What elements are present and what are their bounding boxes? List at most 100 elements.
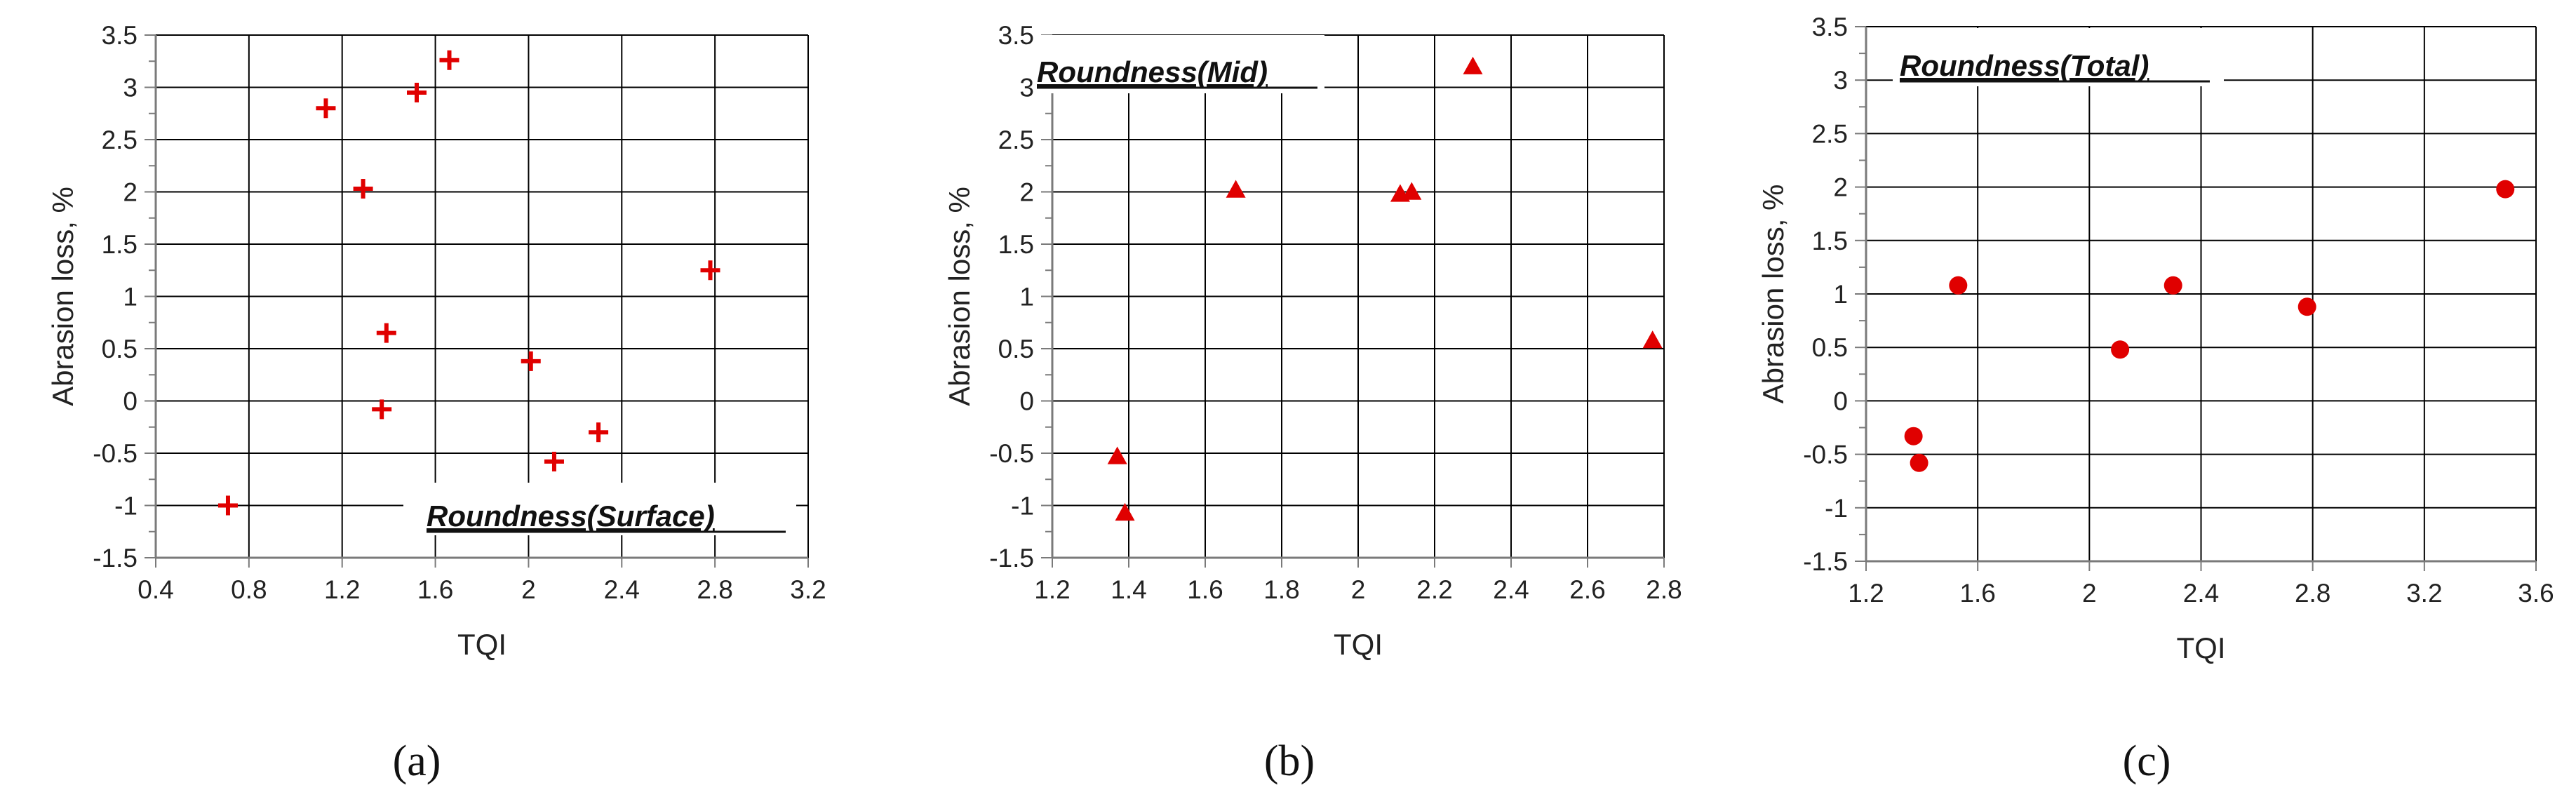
y-axis-title: Abrasion loss, % (46, 187, 79, 406)
legend-label: Roundness(Mid) (1037, 55, 1268, 88)
y-tick-label: 3 (123, 74, 137, 102)
y-tick-label: 2.5 (998, 126, 1034, 154)
y-tick-label: 2 (1833, 173, 1848, 202)
y-tick-label: 3.5 (1812, 13, 1848, 41)
x-tick-label: 3.2 (790, 575, 826, 604)
y-axis-title: Abrasion loss, % (1757, 185, 1790, 404)
panel-label: (b) (1264, 737, 1315, 785)
data-points (217, 50, 720, 516)
x-axis-title: TQI (457, 628, 507, 661)
y-tick-label: 0 (123, 387, 137, 416)
y-tick-label: 3 (1833, 66, 1848, 95)
grid (1866, 26, 2537, 561)
y-tick-label: 0.5 (102, 335, 137, 363)
data-points (1904, 180, 2515, 472)
circle-marker-2 (1949, 276, 1968, 295)
circle-marker-4 (2164, 276, 2182, 295)
x-tick-label: 1.2 (1034, 575, 1070, 604)
y-tick-label: 0.5 (1812, 333, 1848, 362)
plus-marker-0 (217, 495, 238, 516)
x-tick-label: 2.8 (1646, 575, 1682, 604)
grid (1052, 34, 1665, 558)
plus-marker-2 (353, 179, 373, 199)
x-tick-label: 1.2 (324, 575, 360, 604)
triangle-marker-5 (1463, 56, 1483, 74)
legend-background (1030, 35, 1324, 93)
x-tick-label: 2.2 (1416, 575, 1452, 604)
y-tick-label: -0.5 (1803, 441, 1848, 469)
x-tick-label: 2 (521, 575, 536, 604)
x-tick-label: 1.8 (1263, 575, 1299, 604)
y-tick-label: 0 (1833, 387, 1848, 415)
y-tick-label: -1.5 (1803, 547, 1848, 576)
x-tick-label: 0.4 (137, 575, 173, 604)
panel-label: (a) (393, 737, 441, 785)
x-tick-label: 1.2 (1848, 579, 1884, 608)
y-tick-label: 2.5 (102, 126, 137, 154)
y-tick-label: 1 (1833, 280, 1848, 309)
circle-marker-5 (2297, 297, 2316, 316)
y-tick-label: -1.5 (93, 544, 137, 572)
y-axis-title: Abrasion loss, % (943, 187, 976, 406)
y-tick-label: 3.5 (102, 21, 137, 50)
y-tick-label: 0.5 (998, 335, 1034, 363)
x-tick-label: 2.4 (2183, 579, 2219, 608)
triangle-marker-4 (1402, 182, 1422, 200)
y-tick-label: -0.5 (989, 439, 1034, 468)
plus-marker-5 (407, 82, 427, 102)
triangle-marker-0 (1107, 446, 1127, 464)
x-tick-label: 2.4 (604, 575, 640, 604)
x-tick-label: 2.4 (1493, 575, 1529, 604)
y-tick-label: 3 (1019, 74, 1034, 102)
y-tick-label: 3.5 (998, 21, 1034, 50)
plus-marker-10 (700, 260, 720, 281)
chart-panel-3: -1.5 -1 -0.5 0 0.5 1 1.5 2 2.5 3 3.5 1.2 1.6 2 2.4 2.8 3… (1757, 13, 2554, 785)
plus-marker-8 (544, 451, 564, 471)
circle-marker-3 (2111, 340, 2130, 359)
y-tick-label: 1.5 (1812, 227, 1848, 255)
y-tick-label: -1 (1011, 492, 1034, 521)
x-tick-label: 0.8 (231, 575, 267, 604)
x-axis-title: TQI (2177, 631, 2226, 664)
x-tick-label: 1.6 (1959, 579, 1995, 608)
x-tick-label: 1.6 (417, 575, 453, 604)
x-tick-label: 2.8 (697, 575, 732, 604)
y-tick-label: -1 (1825, 494, 1848, 523)
legend-label: Roundness(Surface) (427, 500, 715, 532)
x-tick-label: 3.6 (2518, 579, 2554, 608)
grid (156, 34, 809, 558)
y-tick-label: 1.5 (102, 230, 137, 259)
triangle-marker-1 (1115, 502, 1135, 521)
plus-marker-9 (589, 422, 609, 443)
circle-marker-6 (2496, 180, 2515, 199)
data-points (1107, 56, 1663, 521)
x-tick-label: 2.8 (2295, 579, 2330, 608)
chart-panel-2: -1.5 -1 -0.5 0 0.5 1 1.5 2 2.5 3 3.5 1.2 1.4 1.6 1.8 2 2… (943, 21, 1682, 785)
y-tick-label: 1.5 (998, 230, 1034, 259)
y-tick-label: -1 (114, 492, 137, 521)
plus-marker-7 (521, 351, 541, 371)
x-tick-label: 1.4 (1111, 575, 1146, 604)
chart-panel-1: -1.5 -1 -0.5 0 0.5 1 1.5 2 2.5 3 3.5 0.4 0.8 1.2 1.6 2 2… (46, 21, 826, 785)
legend-background (1893, 28, 2224, 86)
y-tick-label: 2 (1019, 178, 1034, 207)
x-axis-title: TQI (1334, 628, 1383, 661)
y-tick-label: 2.5 (1812, 119, 1848, 148)
plus-marker-6 (439, 50, 459, 70)
circle-marker-1 (1910, 453, 1928, 472)
x-tick-label: 2 (2082, 579, 2097, 608)
y-tick-label: 1 (123, 283, 137, 311)
y-tick-label: 2 (123, 178, 137, 207)
plus-marker-4 (376, 323, 396, 343)
x-tick-label: 2.6 (1569, 575, 1605, 604)
legend-label: Roundness(Total) (1900, 49, 2149, 82)
circle-marker-0 (1904, 427, 1923, 445)
triangle-marker-6 (1642, 330, 1663, 349)
panel-label: (c) (2123, 737, 2171, 785)
y-tick-label: 1 (1019, 283, 1034, 311)
plus-marker-3 (372, 399, 392, 420)
plus-marker-1 (316, 98, 336, 119)
x-tick-label: 2 (1351, 575, 1366, 604)
x-tick-label: 1.6 (1187, 575, 1223, 604)
